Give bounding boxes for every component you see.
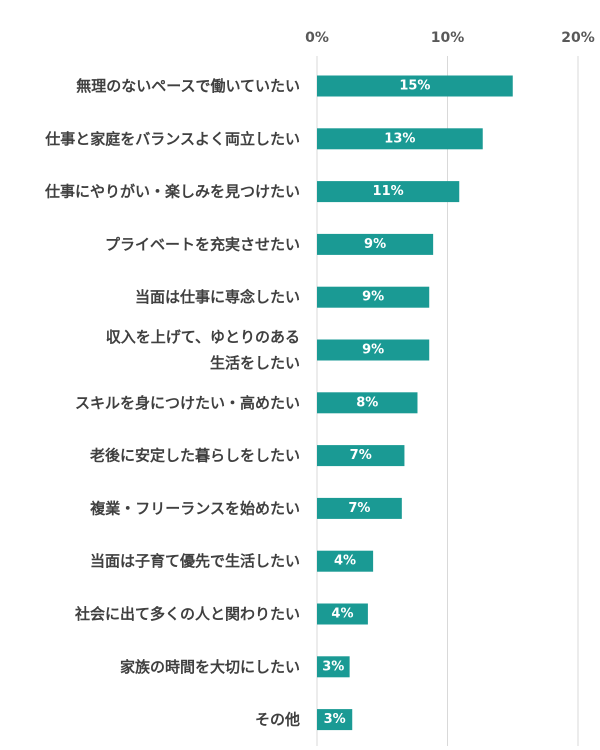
category-label: 仕事と家庭をバランスよく両立したい	[44, 130, 300, 148]
category-label: 家族の時間を大切にしたい	[120, 658, 300, 676]
category-labels: 無理のないペースで働いていたい仕事と家庭をバランスよく両立したい仕事にやりがい・…	[44, 77, 300, 729]
category-label: 収入を上げて、ゆとりのある	[106, 328, 300, 346]
value-labels: 15% 13% 11% 9% 9% 9% 8% 7% 7% 4% 4% 3% 3%	[322, 79, 430, 728]
bar	[317, 339, 430, 361]
bar	[317, 656, 350, 678]
bar	[317, 392, 418, 414]
category-label: 当面は仕事に専念したい	[135, 288, 300, 306]
x-tick-label: 20%	[561, 30, 595, 46]
category-label: 当面は子育て優先で生活したい	[90, 552, 300, 570]
data-label: 3%	[324, 712, 346, 727]
data-label: 8%	[356, 395, 378, 410]
data-label: 13%	[384, 131, 415, 146]
category-label: 老後に安定した暮らしをしたい	[89, 447, 300, 465]
data-label: 15%	[399, 79, 430, 94]
bar	[317, 709, 353, 731]
bar	[317, 603, 368, 625]
bar	[317, 550, 374, 572]
data-label: 11%	[373, 184, 404, 199]
category-label: 仕事にやりがい・楽しみを見つけたい	[44, 183, 300, 201]
data-label: 9%	[362, 290, 384, 305]
category-label: 無理のないペースで働いていたい	[76, 77, 300, 95]
bar	[317, 75, 513, 97]
category-label: 生活をしたい	[210, 354, 300, 372]
category-label: スキルを身につけたい・高めたい	[75, 394, 300, 412]
data-label: 7%	[350, 448, 372, 463]
x-tick-label: 10%	[431, 30, 465, 46]
bars	[317, 75, 513, 731]
data-label: 9%	[362, 343, 384, 358]
x-tick-label: 0%	[305, 30, 329, 46]
data-label: 9%	[364, 237, 386, 252]
category-label: プライベートを充実させたい	[105, 235, 300, 253]
category-label: 複業・フリーランスを始めたい	[89, 499, 300, 517]
bar	[317, 497, 402, 519]
data-label: 4%	[334, 554, 356, 569]
data-label: 7%	[348, 501, 370, 516]
bar	[317, 233, 434, 255]
bar	[317, 128, 483, 150]
data-label: 4%	[331, 607, 353, 622]
bar	[317, 286, 430, 308]
bar	[317, 445, 405, 467]
data-label: 3%	[322, 659, 344, 674]
bar	[317, 181, 460, 203]
category-label: 社会に出て多くの人と関わりたい	[74, 605, 300, 623]
x-axis-ticks: 0% 10% 20%	[305, 30, 595, 46]
category-label: その他	[255, 711, 300, 729]
